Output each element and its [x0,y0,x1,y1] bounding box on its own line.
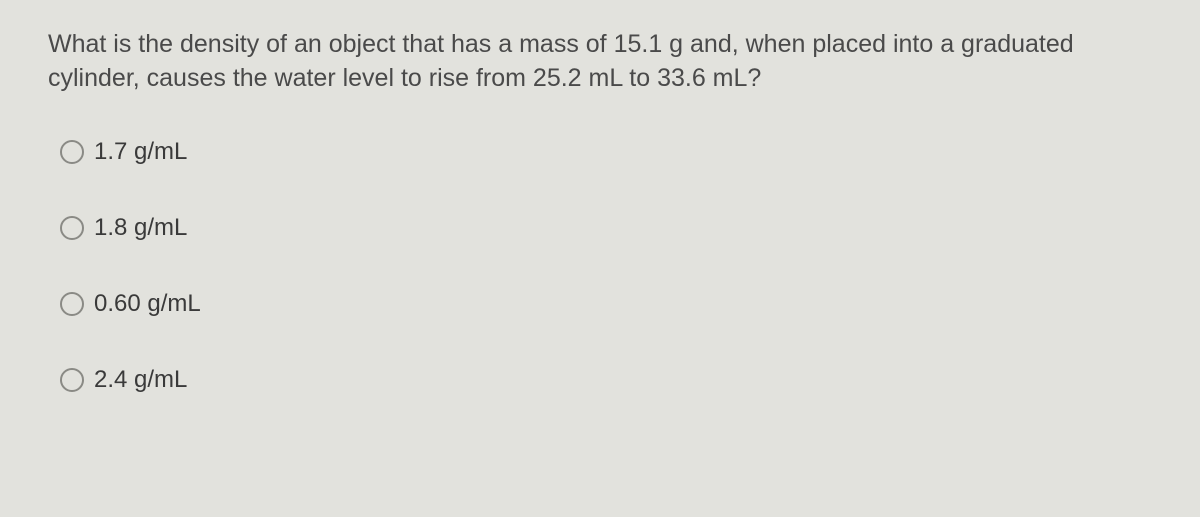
option-1[interactable]: 1.7 g/mL [60,138,1152,166]
option-label: 0.60 g/mL [94,290,201,318]
option-label: 1.8 g/mL [94,214,187,242]
option-label: 1.7 g/mL [94,138,187,166]
radio-icon [60,292,84,316]
question-text: What is the density of an object that ha… [48,28,1152,96]
option-2[interactable]: 1.8 g/mL [60,214,1152,242]
option-label: 2.4 g/mL [94,366,187,394]
option-4[interactable]: 2.4 g/mL [60,366,1152,394]
option-3[interactable]: 0.60 g/mL [60,290,1152,318]
options-group: 1.7 g/mL 1.8 g/mL 0.60 g/mL 2.4 g/mL [48,138,1152,394]
radio-icon [60,140,84,164]
radio-icon [60,216,84,240]
radio-icon [60,368,84,392]
